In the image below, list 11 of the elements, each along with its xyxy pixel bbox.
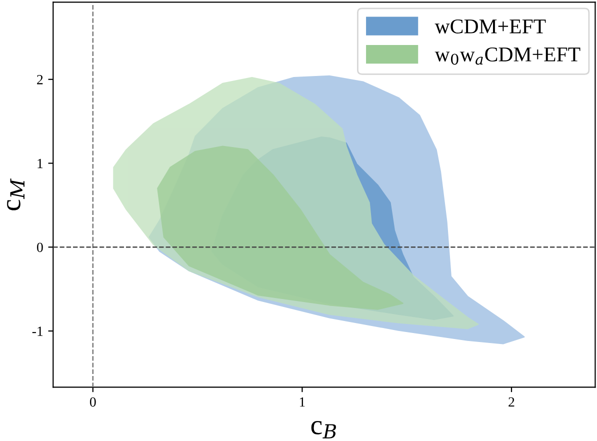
x-tick-label: 2 (508, 397, 514, 407)
x-axis-title: c$_{B}$ (311, 421, 336, 438)
y-tick-label: -1 (32, 326, 43, 336)
y-tick-label: 0 (36, 242, 43, 252)
y-tick-label: 2 (37, 74, 43, 84)
x-tick-label: 1 (300, 397, 305, 407)
x-tick-label: 0 (90, 397, 96, 407)
legend-label: wCDM+EFT (434, 19, 546, 34)
y-axis-title: c$_{M}$ (7, 178, 24, 210)
y-tick-label: 1 (38, 158, 43, 168)
legend-label: w$_{0}$w$_{a}$CDM+EFT (434, 47, 580, 65)
